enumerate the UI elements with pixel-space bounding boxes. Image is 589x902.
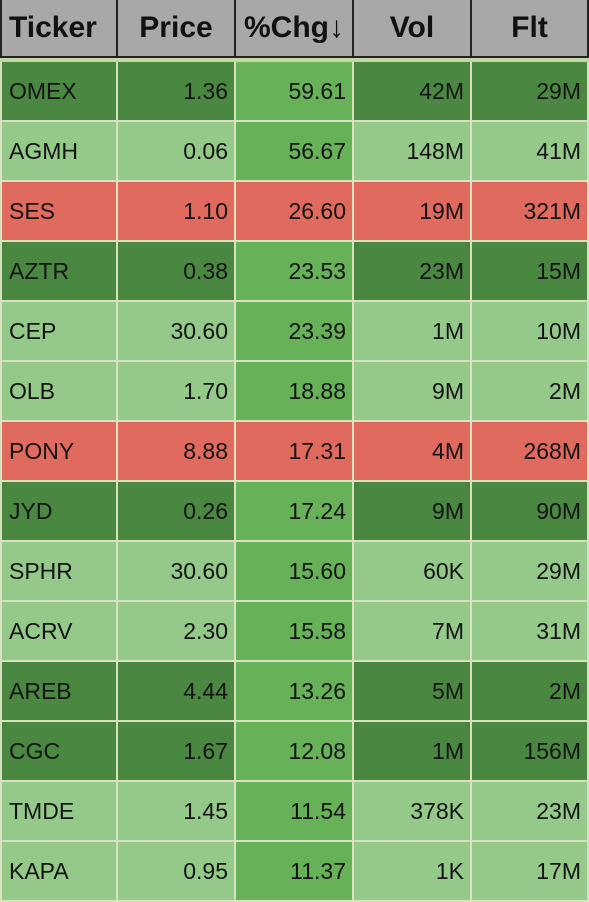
float-cell: 23M — [472, 782, 589, 842]
volume-cell: 42M — [354, 62, 472, 122]
price-cell: 0.95 — [118, 842, 236, 902]
float-cell: 29M — [472, 542, 589, 602]
change-cell: 26.60 — [236, 182, 354, 242]
ticker-cell: OLB — [0, 362, 118, 422]
change-cell: 23.39 — [236, 302, 354, 362]
volume-cell: 9M — [354, 362, 472, 422]
ticker-cell: AGMH — [0, 122, 118, 182]
price-cell: 1.70 — [118, 362, 236, 422]
table-row[interactable]: CGC 1.67 12.08 1M 156M — [0, 722, 589, 782]
ticker-cell: PONY — [0, 422, 118, 482]
float-cell: 15M — [472, 242, 589, 302]
change-cell: 18.88 — [236, 362, 354, 422]
ticker-cell: CEP — [0, 302, 118, 362]
change-cell: 56.67 — [236, 122, 354, 182]
volume-cell: 5M — [354, 662, 472, 722]
price-cell: 1.45 — [118, 782, 236, 842]
float-cell: 10M — [472, 302, 589, 362]
change-cell: 11.54 — [236, 782, 354, 842]
volume-cell: 378K — [354, 782, 472, 842]
volume-cell: 1K — [354, 842, 472, 902]
float-cell: 31M — [472, 602, 589, 662]
table-row[interactable]: AZTR 0.38 23.53 23M 15M — [0, 242, 589, 302]
volume-cell: 19M — [354, 182, 472, 242]
price-cell: 1.67 — [118, 722, 236, 782]
change-cell: 17.24 — [236, 482, 354, 542]
float-cell: 2M — [472, 362, 589, 422]
header-divider — [0, 58, 589, 62]
table-row[interactable]: OMEX 1.36 59.61 42M 29M — [0, 62, 589, 122]
volume-cell: 23M — [354, 242, 472, 302]
float-cell: 29M — [472, 62, 589, 122]
column-header-ticker[interactable]: Ticker — [0, 0, 118, 58]
column-header-float[interactable]: Flt — [472, 0, 589, 58]
ticker-cell: CGC — [0, 722, 118, 782]
volume-cell: 60K — [354, 542, 472, 602]
table-row[interactable]: AGMH 0.06 56.67 148M 41M — [0, 122, 589, 182]
change-cell: 59.61 — [236, 62, 354, 122]
ticker-cell: TMDE — [0, 782, 118, 842]
change-cell: 17.31 — [236, 422, 354, 482]
price-cell: 30.60 — [118, 302, 236, 362]
float-cell: 268M — [472, 422, 589, 482]
column-header-price[interactable]: Price — [118, 0, 236, 58]
float-cell: 156M — [472, 722, 589, 782]
table-row[interactable]: CEP 30.60 23.39 1M 10M — [0, 302, 589, 362]
column-header-volume[interactable]: Vol — [354, 0, 472, 58]
float-cell: 321M — [472, 182, 589, 242]
table-row[interactable]: TMDE 1.45 11.54 378K 23M — [0, 782, 589, 842]
table-row[interactable]: ACRV 2.30 15.58 7M 31M — [0, 602, 589, 662]
change-cell: 23.53 — [236, 242, 354, 302]
volume-cell: 148M — [354, 122, 472, 182]
table-header: Ticker Price %Chg↓ Vol Flt — [0, 0, 589, 58]
ticker-cell: JYD — [0, 482, 118, 542]
price-cell: 0.06 — [118, 122, 236, 182]
table-row[interactable]: SPHR 30.60 15.60 60K 29M — [0, 542, 589, 602]
table-row[interactable]: PONY 8.88 17.31 4M 268M — [0, 422, 589, 482]
ticker-cell: SES — [0, 182, 118, 242]
volume-cell: 1M — [354, 302, 472, 362]
ticker-cell: AREB — [0, 662, 118, 722]
table-row[interactable]: KAPA 0.95 11.37 1K 17M — [0, 842, 589, 902]
change-cell: 12.08 — [236, 722, 354, 782]
volume-cell: 9M — [354, 482, 472, 542]
change-cell: 13.26 — [236, 662, 354, 722]
price-cell: 1.10 — [118, 182, 236, 242]
change-cell: 15.58 — [236, 602, 354, 662]
price-cell: 0.38 — [118, 242, 236, 302]
column-header-change[interactable]: %Chg↓ — [236, 0, 354, 58]
change-cell: 11.37 — [236, 842, 354, 902]
price-cell: 30.60 — [118, 542, 236, 602]
price-cell: 8.88 — [118, 422, 236, 482]
ticker-cell: AZTR — [0, 242, 118, 302]
change-cell: 15.60 — [236, 542, 354, 602]
table-row[interactable]: JYD 0.26 17.24 9M 90M — [0, 482, 589, 542]
float-cell: 90M — [472, 482, 589, 542]
ticker-cell: OMEX — [0, 62, 118, 122]
table-row[interactable]: AREB 4.44 13.26 5M 2M — [0, 662, 589, 722]
table-row[interactable]: SES 1.10 26.60 19M 321M — [0, 182, 589, 242]
ticker-cell: SPHR — [0, 542, 118, 602]
price-cell: 1.36 — [118, 62, 236, 122]
ticker-cell: KAPA — [0, 842, 118, 902]
float-cell: 17M — [472, 842, 589, 902]
price-cell: 0.26 — [118, 482, 236, 542]
volume-cell: 4M — [354, 422, 472, 482]
price-cell: 4.44 — [118, 662, 236, 722]
price-cell: 2.30 — [118, 602, 236, 662]
table-row[interactable]: OLB 1.70 18.88 9M 2M — [0, 362, 589, 422]
ticker-cell: ACRV — [0, 602, 118, 662]
volume-cell: 1M — [354, 722, 472, 782]
float-cell: 41M — [472, 122, 589, 182]
float-cell: 2M — [472, 662, 589, 722]
volume-cell: 7M — [354, 602, 472, 662]
